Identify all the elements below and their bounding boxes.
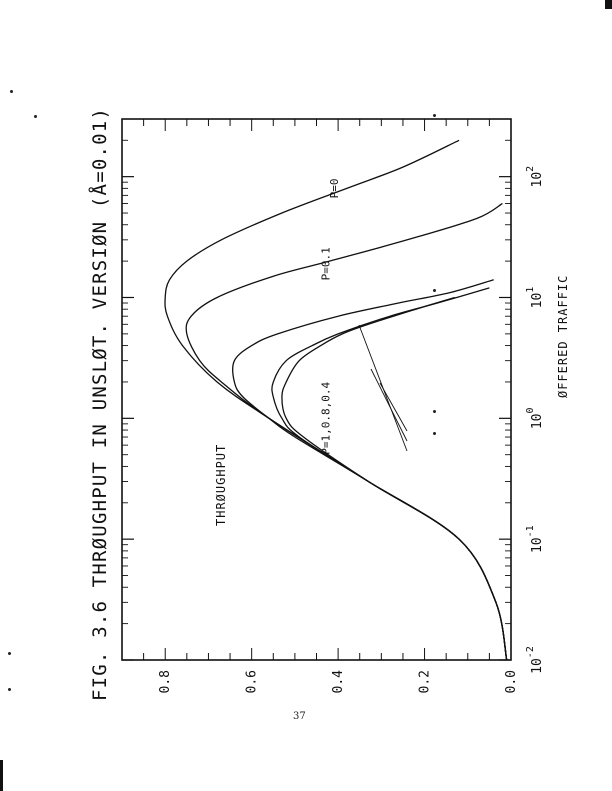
curve-p-0-4	[232, 279, 508, 661]
curve-p-1	[281, 296, 508, 661]
series-curves	[164, 139, 508, 661]
scan-speck	[8, 652, 11, 655]
curve-p-0-1	[185, 202, 508, 661]
annotation-leader-p08	[370, 368, 408, 442]
scan-speck	[433, 114, 436, 117]
scan-speck	[433, 432, 436, 435]
x-tick-label: 100	[525, 407, 545, 429]
x-minor-ticks	[122, 118, 511, 625]
annotation-leader-p1	[379, 382, 408, 432]
curve-label: P=0	[328, 178, 341, 198]
scan-speck	[433, 289, 436, 292]
scan-speck	[8, 688, 11, 691]
curve-annotations: P=0 P=0.1 P=1,0.8,0.4	[319, 178, 408, 455]
curve-p-0	[164, 139, 508, 661]
x-tick-label: 102	[525, 166, 545, 188]
scan-speck	[34, 115, 37, 118]
curve-label: P=1,0.8,0.4	[319, 382, 332, 455]
chart-title: FIG. 3.6 THRØUGHPUT IN UNSLØT. VERSIØN (…	[88, 107, 111, 701]
y-tick-label: 0.8	[158, 670, 173, 693]
x-axis-ticks: 10-2 10-1 100 101 102	[122, 166, 545, 674]
x-tick-label: 101	[525, 287, 545, 309]
scan-speck	[10, 90, 13, 93]
y-tick-label: 0.6	[245, 670, 260, 693]
x-tick-label: 10-2	[525, 646, 545, 674]
scan-edge-mark-top	[605, 0, 612, 9]
scan-speck	[433, 410, 436, 413]
y-axis-label: THRØUGHPUT	[214, 444, 228, 526]
y-axis-ticks: 0.0 0.2 0.4 0.6 0.8	[121, 119, 519, 694]
scan-edge-mark-bottom	[0, 760, 3, 791]
x-tick-label: 10-1	[525, 525, 545, 553]
y-tick-label: 0.4	[331, 670, 346, 694]
y-tick-label: 0.2	[418, 670, 433, 693]
x-axis-label: ØFFERED TRAFFIC	[556, 275, 570, 398]
page-number: 37	[293, 711, 306, 722]
curve-label: P=0.1	[319, 247, 332, 280]
y-tick-label: 0.0	[504, 670, 519, 693]
curve-p-0-8	[271, 287, 508, 661]
